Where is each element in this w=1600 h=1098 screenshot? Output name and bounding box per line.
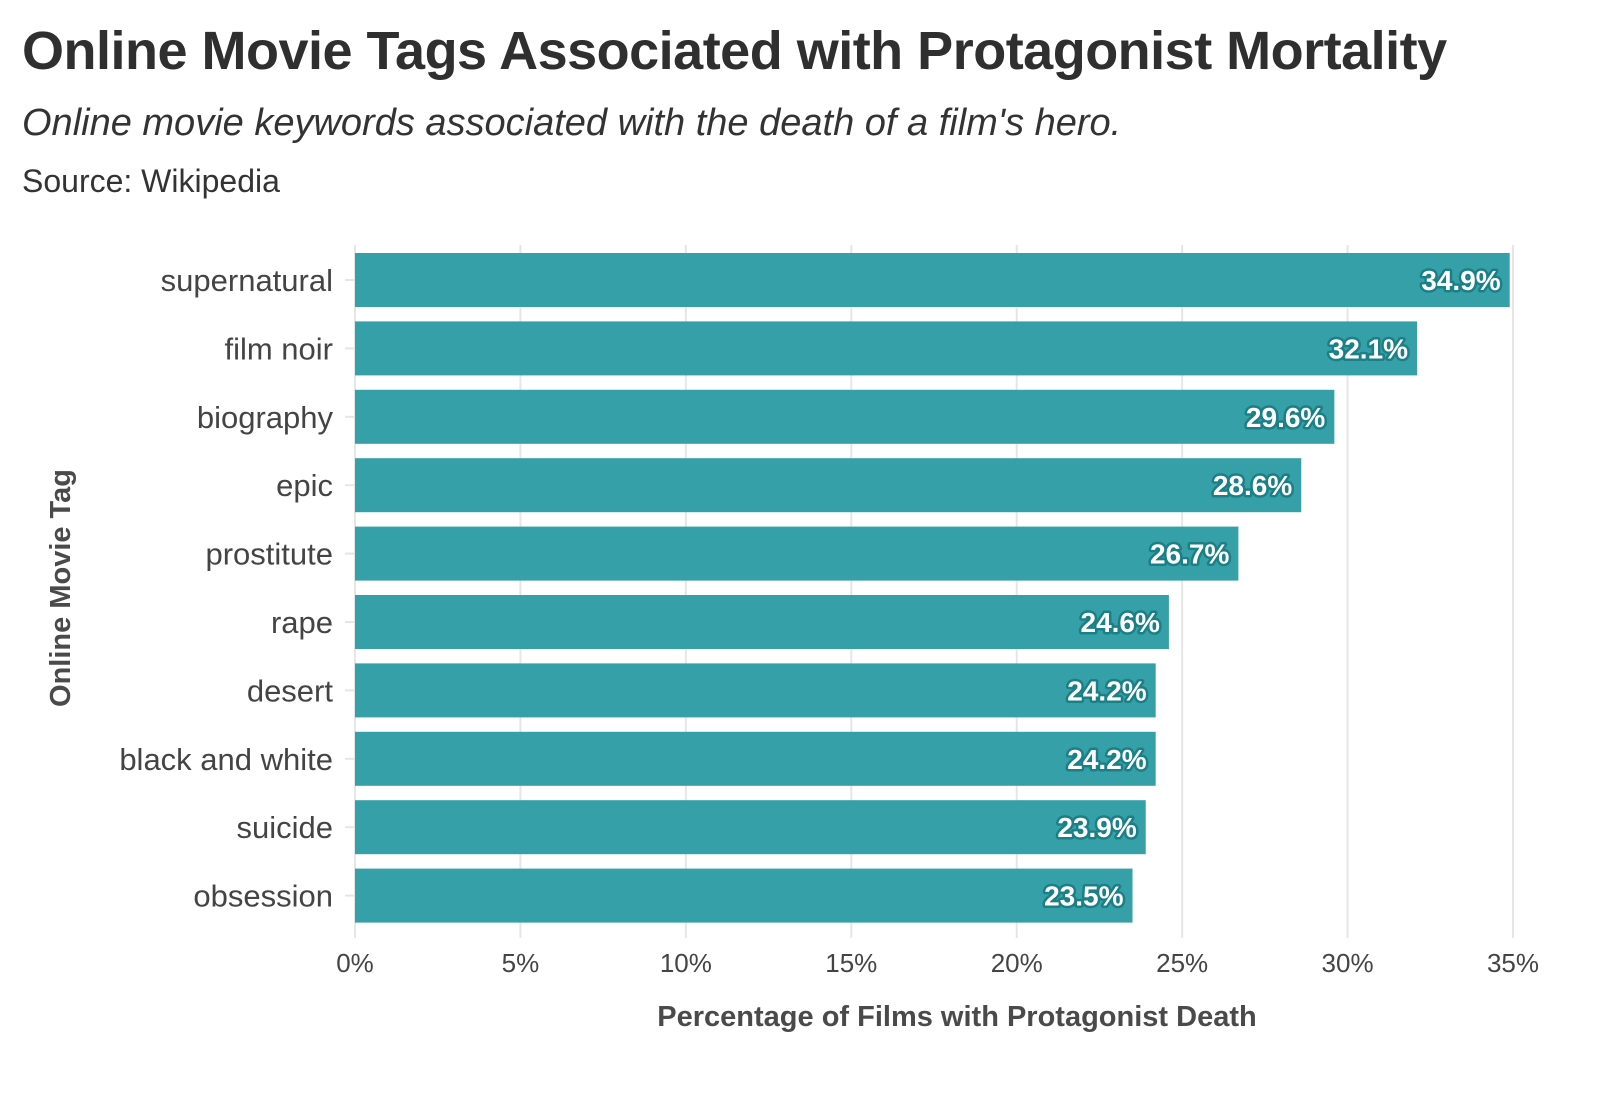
category-labels: supernatural film noir biography epic prosti…	[119, 263, 333, 914]
bar	[355, 595, 1169, 649]
category-label: rape	[271, 605, 333, 640]
category-label: suicide	[237, 810, 334, 845]
x-tick-label: 25%	[1156, 948, 1208, 978]
value-label: 24.6%	[1081, 607, 1160, 638]
bar	[355, 731, 1156, 786]
category-label: supernatural	[161, 263, 333, 298]
bar	[355, 526, 1239, 581]
y-axis-title: Online Movie Tag	[45, 469, 77, 707]
value-label: 23.5%	[1044, 881, 1123, 912]
bars: 34.9% 32.1% 29.6% 28.6% 26.7% 24.6% 24.2% 24.2%…	[355, 253, 1510, 923]
value-label: 29.6%	[1246, 402, 1325, 433]
category-label: epic	[276, 468, 333, 503]
chart-subtitle: Online movie keywords associated with th…	[22, 102, 1122, 144]
x-tick-label: 35%	[1487, 948, 1539, 978]
bar	[355, 868, 1133, 923]
category-label: biography	[197, 400, 334, 435]
x-tick-label: 10%	[660, 948, 712, 978]
value-label: 28.6%	[1213, 470, 1292, 501]
value-label: 23.9%	[1057, 812, 1136, 843]
x-tick-label: 0%	[336, 948, 374, 978]
x-tick-label: 5%	[502, 948, 540, 978]
bar	[355, 253, 1510, 307]
value-label: 24.2%	[1067, 675, 1146, 706]
value-label: 24.2%	[1067, 744, 1146, 775]
x-tick-label: 30%	[1322, 948, 1374, 978]
category-label: prostitute	[205, 537, 333, 572]
category-label: film noir	[224, 331, 333, 366]
x-tick-label: 20%	[991, 948, 1043, 978]
bar	[355, 321, 1418, 376]
x-tick-labels: 0% 5% 10% 15% 20% 25% 30% 35%	[336, 948, 1539, 978]
bar	[355, 458, 1302, 513]
bar	[355, 663, 1156, 718]
value-label: 26.7%	[1150, 539, 1229, 570]
x-axis-title: Percentage of Films with Protagonist Dea…	[657, 1001, 1256, 1033]
x-tick-label: 15%	[825, 948, 877, 978]
chart-title: Online Movie Tags Associated with Protag…	[22, 21, 1447, 81]
bar	[355, 800, 1146, 855]
bar	[355, 389, 1335, 444]
category-label: obsession	[193, 879, 333, 914]
value-label: 32.1%	[1329, 333, 1408, 364]
value-label: 34.9%	[1421, 265, 1500, 296]
chart-source: Source: Wikipedia	[22, 163, 280, 199]
category-label: desert	[247, 673, 334, 708]
category-label: black and white	[119, 742, 333, 777]
